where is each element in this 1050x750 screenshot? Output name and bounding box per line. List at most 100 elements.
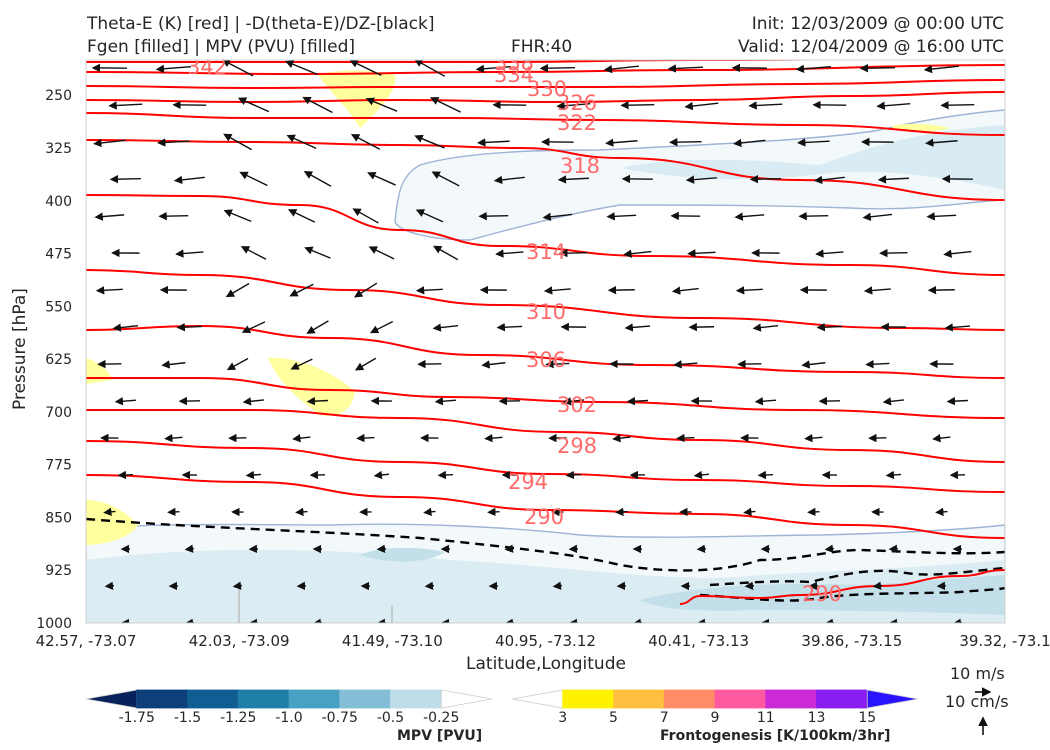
wind-arrow — [877, 175, 909, 184]
wind-arrow — [876, 101, 911, 110]
wind-arrow — [872, 581, 883, 590]
wind-reference-arrows — [975, 687, 992, 735]
wind-arrow — [493, 175, 525, 185]
wind-arrow — [478, 211, 509, 221]
mpv-colorbar-segment — [85, 689, 138, 709]
wind-arrow — [353, 282, 378, 298]
wind-arrow — [292, 433, 311, 443]
wind-arrow — [863, 286, 891, 295]
mpv-colorbar-tick-label: -0.75 — [322, 710, 358, 726]
y-tick-label: 625 — [45, 352, 72, 368]
wind-arrow — [109, 174, 141, 184]
y-tick-label: 700 — [45, 405, 72, 421]
wind-arrow — [155, 64, 192, 73]
wind-arrow — [801, 360, 826, 369]
mpv-colorbar-tick-label: -0.5 — [377, 710, 404, 726]
wind-arrow — [424, 581, 435, 590]
wind-arrow — [423, 507, 436, 517]
fgen-colorbar-segment — [714, 689, 767, 709]
wind-arrow — [437, 470, 454, 480]
x-tick-label: 41.49, -73.10 — [342, 632, 443, 650]
fgen-colorbar-tick-label: 9 — [711, 710, 720, 726]
wind-arrow — [669, 137, 702, 147]
wind-arrow — [927, 285, 955, 295]
wind-arrow — [733, 138, 766, 148]
fgen-fill-1 — [318, 70, 396, 128]
theta-e-label: 322 — [557, 111, 597, 135]
wind-arrow — [687, 249, 716, 258]
wind-arrow — [496, 323, 523, 332]
wind-arrow — [562, 397, 585, 406]
wind-arrow — [813, 175, 845, 185]
wind-arrow — [545, 360, 570, 369]
y-tick-label: 850 — [45, 510, 72, 526]
wind-arrow — [349, 60, 382, 77]
wind-arrow — [879, 248, 908, 258]
fgen-colorbar-segment — [511, 689, 564, 709]
valid-time: Valid: 12/04/2009 @ 16:00 UTC — [738, 37, 1004, 57]
wind-arrow — [487, 507, 500, 517]
mpv-colorbar-tick-label: -1.25 — [220, 710, 256, 726]
wind-arrow — [684, 101, 719, 111]
x-tick-label: 40.95, -73.12 — [495, 632, 596, 650]
fgen-colorbar-segment — [562, 689, 614, 709]
x-tick-label: 39.86, -73.15 — [801, 632, 902, 650]
wind-arrow — [624, 323, 651, 332]
wind-arrow — [239, 171, 268, 187]
wind-arrow — [748, 101, 783, 110]
theta-e-label: 330 — [527, 77, 567, 101]
wind-arrow — [795, 64, 832, 73]
wind-arrow — [667, 64, 704, 73]
theta-e-contour — [86, 324, 1005, 379]
fgen-colorbar-title: Frontogenesis [K/100km/3hr] — [660, 728, 891, 744]
theta-e-label: 302 — [557, 393, 597, 417]
wind-arrow — [241, 321, 266, 333]
wind-arrow — [365, 97, 398, 112]
wind-arrow — [935, 507, 948, 517]
wind-arrow — [565, 470, 582, 480]
wind-arrow — [161, 360, 186, 369]
mpv-colorbar-segment — [136, 689, 188, 709]
wind-arrow — [685, 175, 717, 184]
wind-arrow — [603, 64, 639, 74]
wind-arrow — [369, 320, 394, 334]
wind-arrow — [223, 133, 252, 151]
wind-arrow — [284, 60, 318, 76]
wind-arrow — [865, 360, 890, 369]
wind-arrow — [481, 360, 506, 369]
wind-arrow — [226, 357, 249, 371]
theta-e-label: 326 — [557, 91, 597, 115]
wind-arrow — [302, 96, 333, 114]
mpv-colorbar-segment — [339, 689, 391, 709]
y-tick-label: 925 — [45, 563, 72, 579]
wind-arrow — [605, 138, 638, 147]
wind-arrow — [295, 507, 308, 517]
wind-arrow — [223, 209, 252, 223]
wind-arrow — [752, 323, 779, 332]
wind-arrow — [367, 171, 396, 186]
wind-arrow — [237, 97, 270, 113]
wind-arrow — [356, 433, 375, 443]
wind-arrow — [432, 323, 459, 332]
theta-e-label: 334 — [494, 63, 534, 87]
mpv-colorbar-tick-label: -0.25 — [423, 710, 459, 726]
wind-arrow — [290, 358, 313, 370]
wind-arrow — [114, 397, 137, 406]
vertical-motion-reference-label: 10 cm/s — [945, 692, 1009, 711]
wind-arrow — [108, 101, 143, 110]
wind-arrow — [749, 174, 781, 184]
wind-arrow — [350, 134, 381, 150]
theta-e-label: 318 — [560, 154, 600, 178]
theta-e-contour — [86, 64, 1005, 76]
wind-arrow — [376, 544, 387, 553]
wind-arrow — [932, 433, 951, 443]
wind-arrow — [623, 249, 652, 258]
wind-arrow — [304, 246, 331, 259]
fgen-colorbar-tick-label: 11 — [757, 710, 775, 726]
theta-e-contour — [679, 569, 1005, 605]
wind-arrow — [807, 507, 820, 517]
theta-e-label: 338 — [494, 51, 534, 75]
wind-arrow — [943, 249, 972, 258]
wind-arrow — [607, 285, 635, 295]
theta-e-label: 290 — [802, 582, 842, 606]
